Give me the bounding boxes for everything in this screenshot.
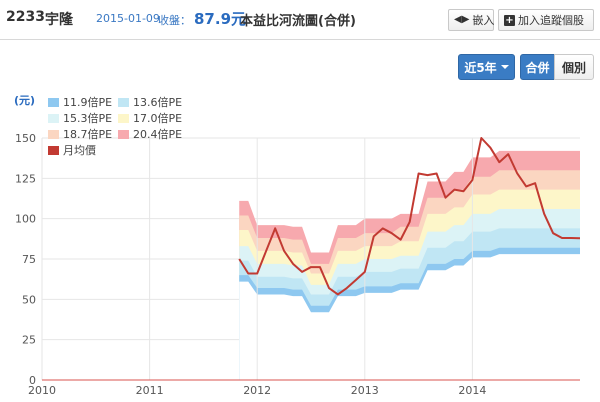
x-tick-label: 2012 (243, 384, 271, 397)
y-axis-label: (元) (14, 94, 35, 107)
band-underfill (239, 254, 580, 380)
x-tick-label: 2013 (351, 384, 379, 397)
stock-code: 2233 (6, 9, 45, 25)
y-tick-label: 50 (22, 293, 36, 306)
legend-swatch (118, 98, 129, 107)
legend-label: 月均價 (63, 143, 96, 157)
y-tick-label: 125 (15, 172, 36, 185)
individual-toggle[interactable]: 個別 (554, 54, 594, 80)
legend-swatch (118, 130, 129, 139)
y-tick-label: 150 (15, 132, 36, 145)
merged-label: 合併 (525, 60, 550, 75)
legend-label: 20.4倍PE (133, 127, 182, 141)
caret-down-icon (500, 65, 509, 69)
legend-label: 15.3倍PE (63, 111, 112, 125)
embed-icon: ◀▶ (454, 14, 470, 25)
legend-swatch (48, 114, 59, 123)
monthly-price-line (238, 137, 581, 296)
individual-label: 個別 (561, 60, 586, 75)
legend-swatch (118, 114, 129, 123)
page-title: 本益比河流圖(合併) (240, 14, 356, 29)
add-to-watchlist-button[interactable]: + 加入追蹤個股 (498, 9, 594, 31)
y-tick-label: 75 (22, 253, 36, 266)
x-tick-label: 2014 (458, 384, 486, 397)
y-tick-label: 100 (15, 213, 36, 226)
y-tick-label: 25 (22, 334, 36, 347)
legend-label: 13.6倍PE (133, 95, 182, 109)
embed-button[interactable]: ◀▶ 嵌入 (448, 9, 494, 31)
period-dropdown[interactable]: 近5年 (458, 54, 515, 80)
embed-label: 嵌入 (472, 14, 495, 27)
x-tick-label: 2011 (136, 384, 164, 397)
add-to-watchlist-label: 加入追蹤個股 (518, 14, 584, 27)
close-label: 收盤： (158, 14, 191, 27)
legend-swatch (48, 130, 59, 139)
stock-name: 宇隆 (45, 12, 73, 28)
plus-icon: + (504, 14, 515, 26)
merged-toggle[interactable]: 合併 (520, 54, 555, 80)
legend-label: 18.7倍PE (63, 127, 112, 141)
pe-river-chart: 0 25 50 75 100 125 150 2010 2011 2012 2013 2014 (元) 1… (14, 94, 581, 397)
period-label: 近5年 (464, 60, 497, 75)
legend-swatch (48, 98, 59, 107)
legend-swatch (48, 146, 59, 155)
y-tick-label: 0 (29, 374, 36, 387)
legend-label: 17.0倍PE (133, 111, 182, 125)
legend-label: 11.9倍PE (63, 95, 112, 109)
header-bar: 2233 宇隆 2015-01-09 收盤： 87.9元 本益比河流圖(合併) … (0, 0, 600, 40)
close-price: 87.9元 (194, 10, 247, 28)
x-tick-label: 2010 (28, 384, 56, 397)
close-date: 2015-01-09 (96, 12, 160, 25)
